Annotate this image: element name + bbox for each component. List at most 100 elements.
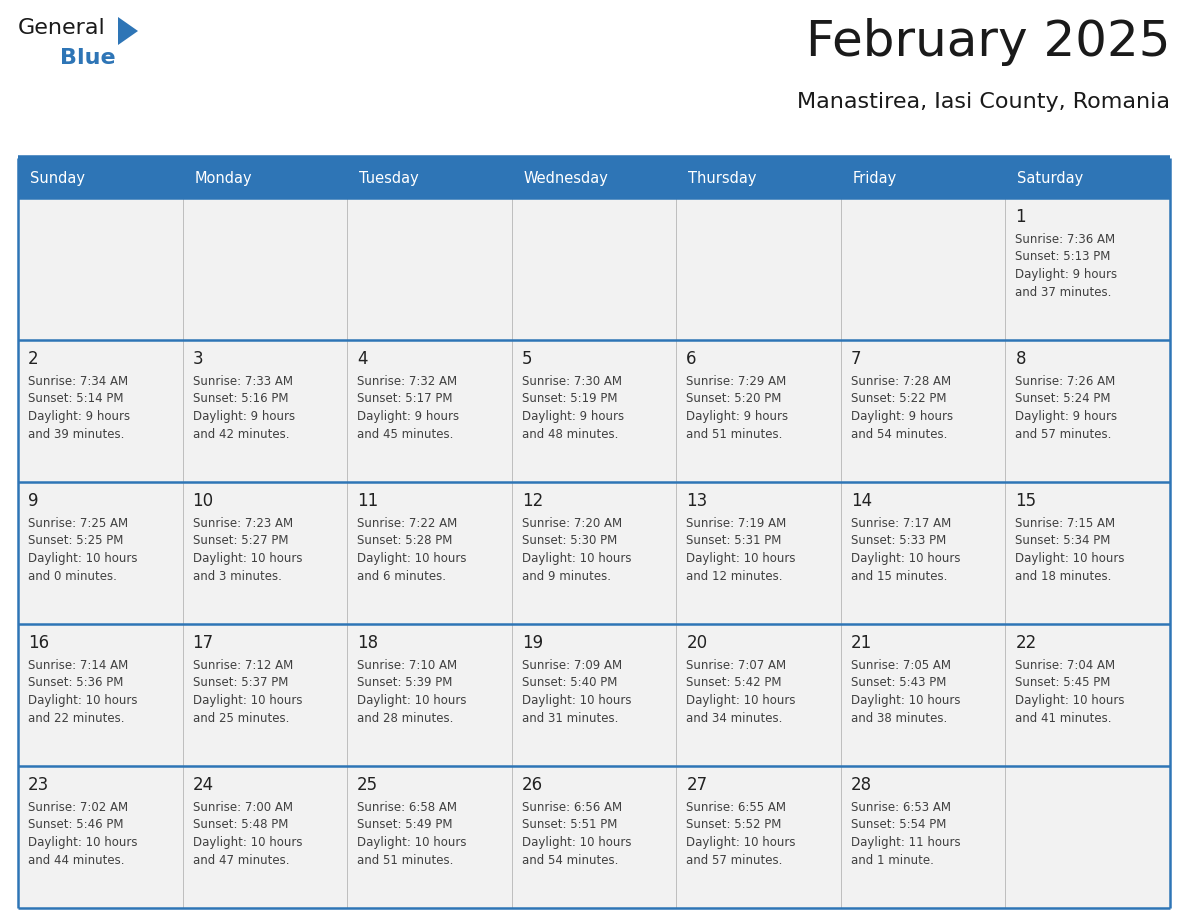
Text: Sunrise: 7:22 AM
Sunset: 5:28 PM
Daylight: 10 hours
and 6 minutes.: Sunrise: 7:22 AM Sunset: 5:28 PM Dayligh… [358,517,467,583]
Text: 14: 14 [851,492,872,510]
Bar [841,624,1005,766]
Bar [347,198,512,340]
Bar [512,198,676,340]
Text: Sunrise: 7:34 AM
Sunset: 5:14 PM
Daylight: 9 hours
and 39 minutes.: Sunrise: 7:34 AM Sunset: 5:14 PM Dayligh… [29,375,131,441]
Text: Sunrise: 7:04 AM
Sunset: 5:45 PM
Daylight: 10 hours
and 41 minutes.: Sunrise: 7:04 AM Sunset: 5:45 PM Dayligh… [1016,659,1125,724]
Text: 9: 9 [29,492,38,510]
Text: Sunrise: 7:17 AM
Sunset: 5:33 PM
Daylight: 10 hours
and 15 minutes.: Sunrise: 7:17 AM Sunset: 5:33 PM Dayligh… [851,517,960,583]
Text: Manastirea, Iasi County, Romania: Manastirea, Iasi County, Romania [797,92,1170,112]
Text: Sunrise: 7:15 AM
Sunset: 5:34 PM
Daylight: 10 hours
and 18 minutes.: Sunrise: 7:15 AM Sunset: 5:34 PM Dayligh… [1016,517,1125,583]
Text: Sunrise: 7:14 AM
Sunset: 5:36 PM
Daylight: 10 hours
and 22 minutes.: Sunrise: 7:14 AM Sunset: 5:36 PM Dayligh… [29,659,138,724]
Text: Sunrise: 7:00 AM
Sunset: 5:48 PM
Daylight: 10 hours
and 47 minutes.: Sunrise: 7:00 AM Sunset: 5:48 PM Dayligh… [192,801,302,867]
Text: Sunrise: 6:58 AM
Sunset: 5:49 PM
Daylight: 10 hours
and 51 minutes.: Sunrise: 6:58 AM Sunset: 5:49 PM Dayligh… [358,801,467,867]
Text: 27: 27 [687,776,707,794]
Bar [183,198,347,340]
Bar [183,766,347,908]
Text: 17: 17 [192,634,214,652]
Text: Sunrise: 7:28 AM
Sunset: 5:22 PM
Daylight: 9 hours
and 54 minutes.: Sunrise: 7:28 AM Sunset: 5:22 PM Dayligh… [851,375,953,441]
Text: 13: 13 [687,492,708,510]
Text: Sunrise: 7:23 AM
Sunset: 5:27 PM
Daylight: 10 hours
and 3 minutes.: Sunrise: 7:23 AM Sunset: 5:27 PM Dayligh… [192,517,302,583]
Text: 10: 10 [192,492,214,510]
Text: Sunrise: 7:26 AM
Sunset: 5:24 PM
Daylight: 9 hours
and 57 minutes.: Sunrise: 7:26 AM Sunset: 5:24 PM Dayligh… [1016,375,1118,441]
Bar [18,624,183,766]
Bar [512,766,676,908]
Bar [347,340,512,482]
Text: 21: 21 [851,634,872,652]
Text: 18: 18 [358,634,378,652]
Bar [18,198,183,340]
Text: 19: 19 [522,634,543,652]
Text: Sunrise: 7:20 AM
Sunset: 5:30 PM
Daylight: 10 hours
and 9 minutes.: Sunrise: 7:20 AM Sunset: 5:30 PM Dayligh… [522,517,631,583]
Text: Sunrise: 7:33 AM
Sunset: 5:16 PM
Daylight: 9 hours
and 42 minutes.: Sunrise: 7:33 AM Sunset: 5:16 PM Dayligh… [192,375,295,441]
Text: Sunrise: 7:05 AM
Sunset: 5:43 PM
Daylight: 10 hours
and 38 minutes.: Sunrise: 7:05 AM Sunset: 5:43 PM Dayligh… [851,659,960,724]
Text: Sunrise: 7:25 AM
Sunset: 5:25 PM
Daylight: 10 hours
and 0 minutes.: Sunrise: 7:25 AM Sunset: 5:25 PM Dayligh… [29,517,138,583]
Text: 15: 15 [1016,492,1037,510]
Text: Sunrise: 7:30 AM
Sunset: 5:19 PM
Daylight: 9 hours
and 48 minutes.: Sunrise: 7:30 AM Sunset: 5:19 PM Dayligh… [522,375,624,441]
Text: 1: 1 [1016,208,1026,226]
Text: Sunrise: 7:07 AM
Sunset: 5:42 PM
Daylight: 10 hours
and 34 minutes.: Sunrise: 7:07 AM Sunset: 5:42 PM Dayligh… [687,659,796,724]
Text: February 2025: February 2025 [805,18,1170,66]
Text: 26: 26 [522,776,543,794]
Bar [1005,198,1170,340]
Bar [183,482,347,624]
Bar [18,158,1170,198]
Bar [676,624,841,766]
Text: Sunrise: 6:56 AM
Sunset: 5:51 PM
Daylight: 10 hours
and 54 minutes.: Sunrise: 6:56 AM Sunset: 5:51 PM Dayligh… [522,801,631,867]
Text: Sunrise: 6:55 AM
Sunset: 5:52 PM
Daylight: 10 hours
and 57 minutes.: Sunrise: 6:55 AM Sunset: 5:52 PM Dayligh… [687,801,796,867]
Bar [347,624,512,766]
Bar [512,340,676,482]
Text: 28: 28 [851,776,872,794]
Bar [18,482,183,624]
Bar [1005,624,1170,766]
Bar [841,340,1005,482]
Bar [18,766,183,908]
Bar [1005,340,1170,482]
Text: 2: 2 [29,350,39,368]
Text: 4: 4 [358,350,367,368]
Text: Sunrise: 7:02 AM
Sunset: 5:46 PM
Daylight: 10 hours
and 44 minutes.: Sunrise: 7:02 AM Sunset: 5:46 PM Dayligh… [29,801,138,867]
Text: General: General [18,18,106,38]
Text: Sunrise: 7:09 AM
Sunset: 5:40 PM
Daylight: 10 hours
and 31 minutes.: Sunrise: 7:09 AM Sunset: 5:40 PM Dayligh… [522,659,631,724]
Text: 22: 22 [1016,634,1037,652]
Text: 6: 6 [687,350,697,368]
Text: Sunrise: 7:10 AM
Sunset: 5:39 PM
Daylight: 10 hours
and 28 minutes.: Sunrise: 7:10 AM Sunset: 5:39 PM Dayligh… [358,659,467,724]
Bar [676,766,841,908]
Text: 11: 11 [358,492,379,510]
Text: 16: 16 [29,634,49,652]
Bar [1005,766,1170,908]
Text: Sunrise: 6:53 AM
Sunset: 5:54 PM
Daylight: 11 hours
and 1 minute.: Sunrise: 6:53 AM Sunset: 5:54 PM Dayligh… [851,801,960,867]
Text: Sunday: Sunday [30,171,86,185]
Bar [347,766,512,908]
Text: Sunrise: 7:29 AM
Sunset: 5:20 PM
Daylight: 9 hours
and 51 minutes.: Sunrise: 7:29 AM Sunset: 5:20 PM Dayligh… [687,375,789,441]
Bar [841,482,1005,624]
Text: Saturday: Saturday [1017,171,1083,185]
Text: Tuesday: Tuesday [359,171,419,185]
Text: 23: 23 [29,776,49,794]
Bar [512,624,676,766]
Text: 12: 12 [522,492,543,510]
Bar [347,482,512,624]
Text: Sunrise: 7:12 AM
Sunset: 5:37 PM
Daylight: 10 hours
and 25 minutes.: Sunrise: 7:12 AM Sunset: 5:37 PM Dayligh… [192,659,302,724]
Text: 7: 7 [851,350,861,368]
Text: Friday: Friday [853,171,897,185]
Bar [841,198,1005,340]
Bar [512,482,676,624]
Bar [841,766,1005,908]
Polygon shape [118,17,138,45]
Text: Wednesday: Wednesday [524,171,608,185]
Text: Sunrise: 7:32 AM
Sunset: 5:17 PM
Daylight: 9 hours
and 45 minutes.: Sunrise: 7:32 AM Sunset: 5:17 PM Dayligh… [358,375,460,441]
Text: 8: 8 [1016,350,1026,368]
Text: Blue: Blue [61,48,115,68]
Bar [183,624,347,766]
Text: Monday: Monday [195,171,252,185]
Bar [18,340,183,482]
Text: Thursday: Thursday [688,171,757,185]
Bar [183,340,347,482]
Text: Sunrise: 7:19 AM
Sunset: 5:31 PM
Daylight: 10 hours
and 12 minutes.: Sunrise: 7:19 AM Sunset: 5:31 PM Dayligh… [687,517,796,583]
Text: 24: 24 [192,776,214,794]
Text: 25: 25 [358,776,378,794]
Bar [676,482,841,624]
Text: 20: 20 [687,634,707,652]
Bar [676,340,841,482]
Text: Sunrise: 7:36 AM
Sunset: 5:13 PM
Daylight: 9 hours
and 37 minutes.: Sunrise: 7:36 AM Sunset: 5:13 PM Dayligh… [1016,233,1118,298]
